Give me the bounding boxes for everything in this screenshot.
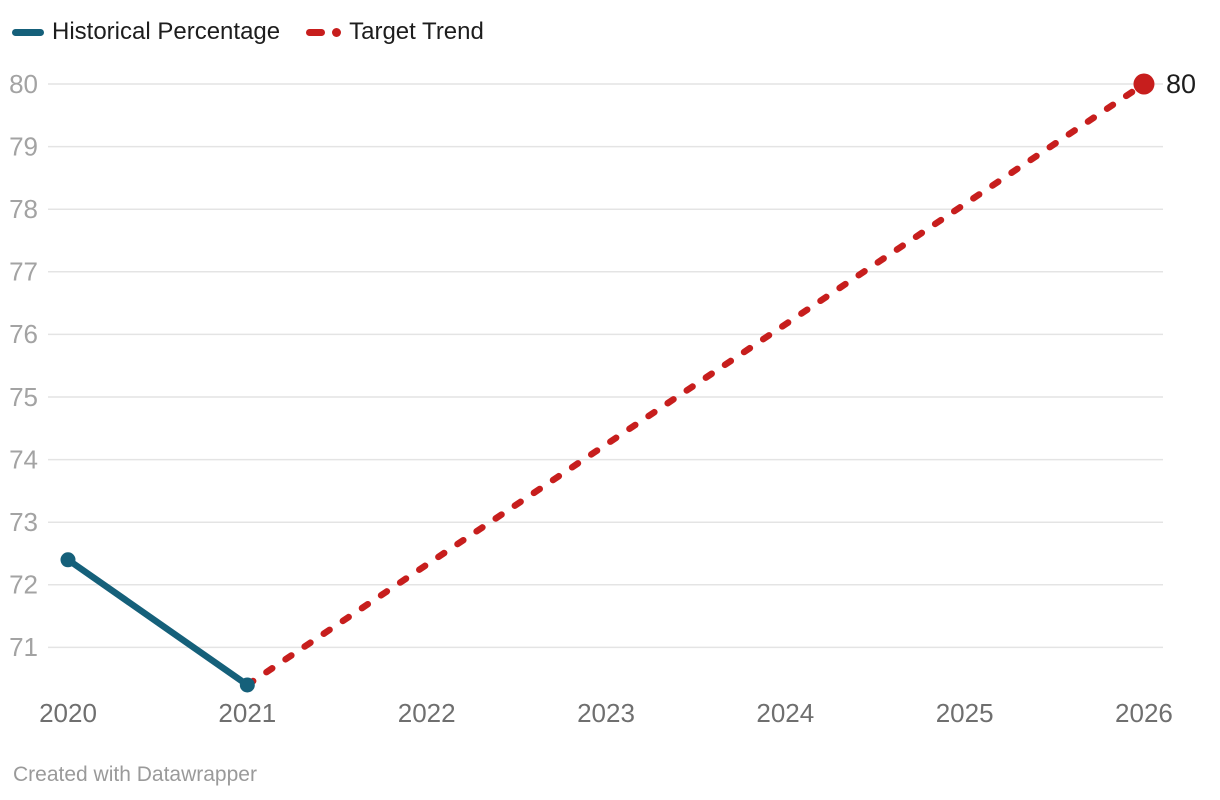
legend-item-historical: Historical Percentage [12, 16, 280, 48]
legend-label: Historical Percentage [52, 18, 281, 45]
x-tick-label: 2023 [577, 698, 635, 728]
x-tick-label: 2021 [218, 698, 276, 728]
y-tick-label: 73 [9, 507, 38, 537]
x-tick-label: 2026 [1115, 698, 1173, 728]
legend-solid-line-swatch [12, 28, 44, 36]
y-tick-label: 80 [9, 69, 38, 99]
data-label: 80 [1166, 69, 1196, 99]
x-tick-label: 2022 [398, 698, 456, 728]
data-point [1133, 73, 1155, 95]
attribution-text: Created with Datawrapper [13, 763, 257, 786]
y-tick-label: 72 [9, 570, 38, 600]
y-tick-label: 74 [9, 444, 38, 474]
y-tick-label: 77 [9, 257, 38, 287]
legend-item-target: Target Trend [306, 16, 484, 48]
series-line-dashed [244, 80, 1148, 689]
legend-label: Target Trend [349, 18, 484, 45]
y-tick-label: 76 [9, 319, 38, 349]
y-tick-label: 71 [9, 632, 38, 662]
x-tick-label: 2025 [936, 698, 994, 728]
legend-dot-segment [332, 27, 342, 37]
legend-dashed-line-swatch [306, 27, 342, 37]
chart-legend: Historical Percentage Target Trend [12, 16, 484, 48]
y-tick-label: 78 [9, 194, 38, 224]
data-point [239, 677, 255, 693]
x-tick-label: 2024 [756, 698, 814, 728]
data-point [60, 552, 76, 568]
x-tick-label: 2020 [39, 698, 97, 728]
legend-dash-segment [306, 28, 326, 36]
series-line-solid [64, 556, 251, 689]
y-tick-label: 79 [9, 131, 38, 161]
y-tick-label: 75 [9, 382, 38, 412]
